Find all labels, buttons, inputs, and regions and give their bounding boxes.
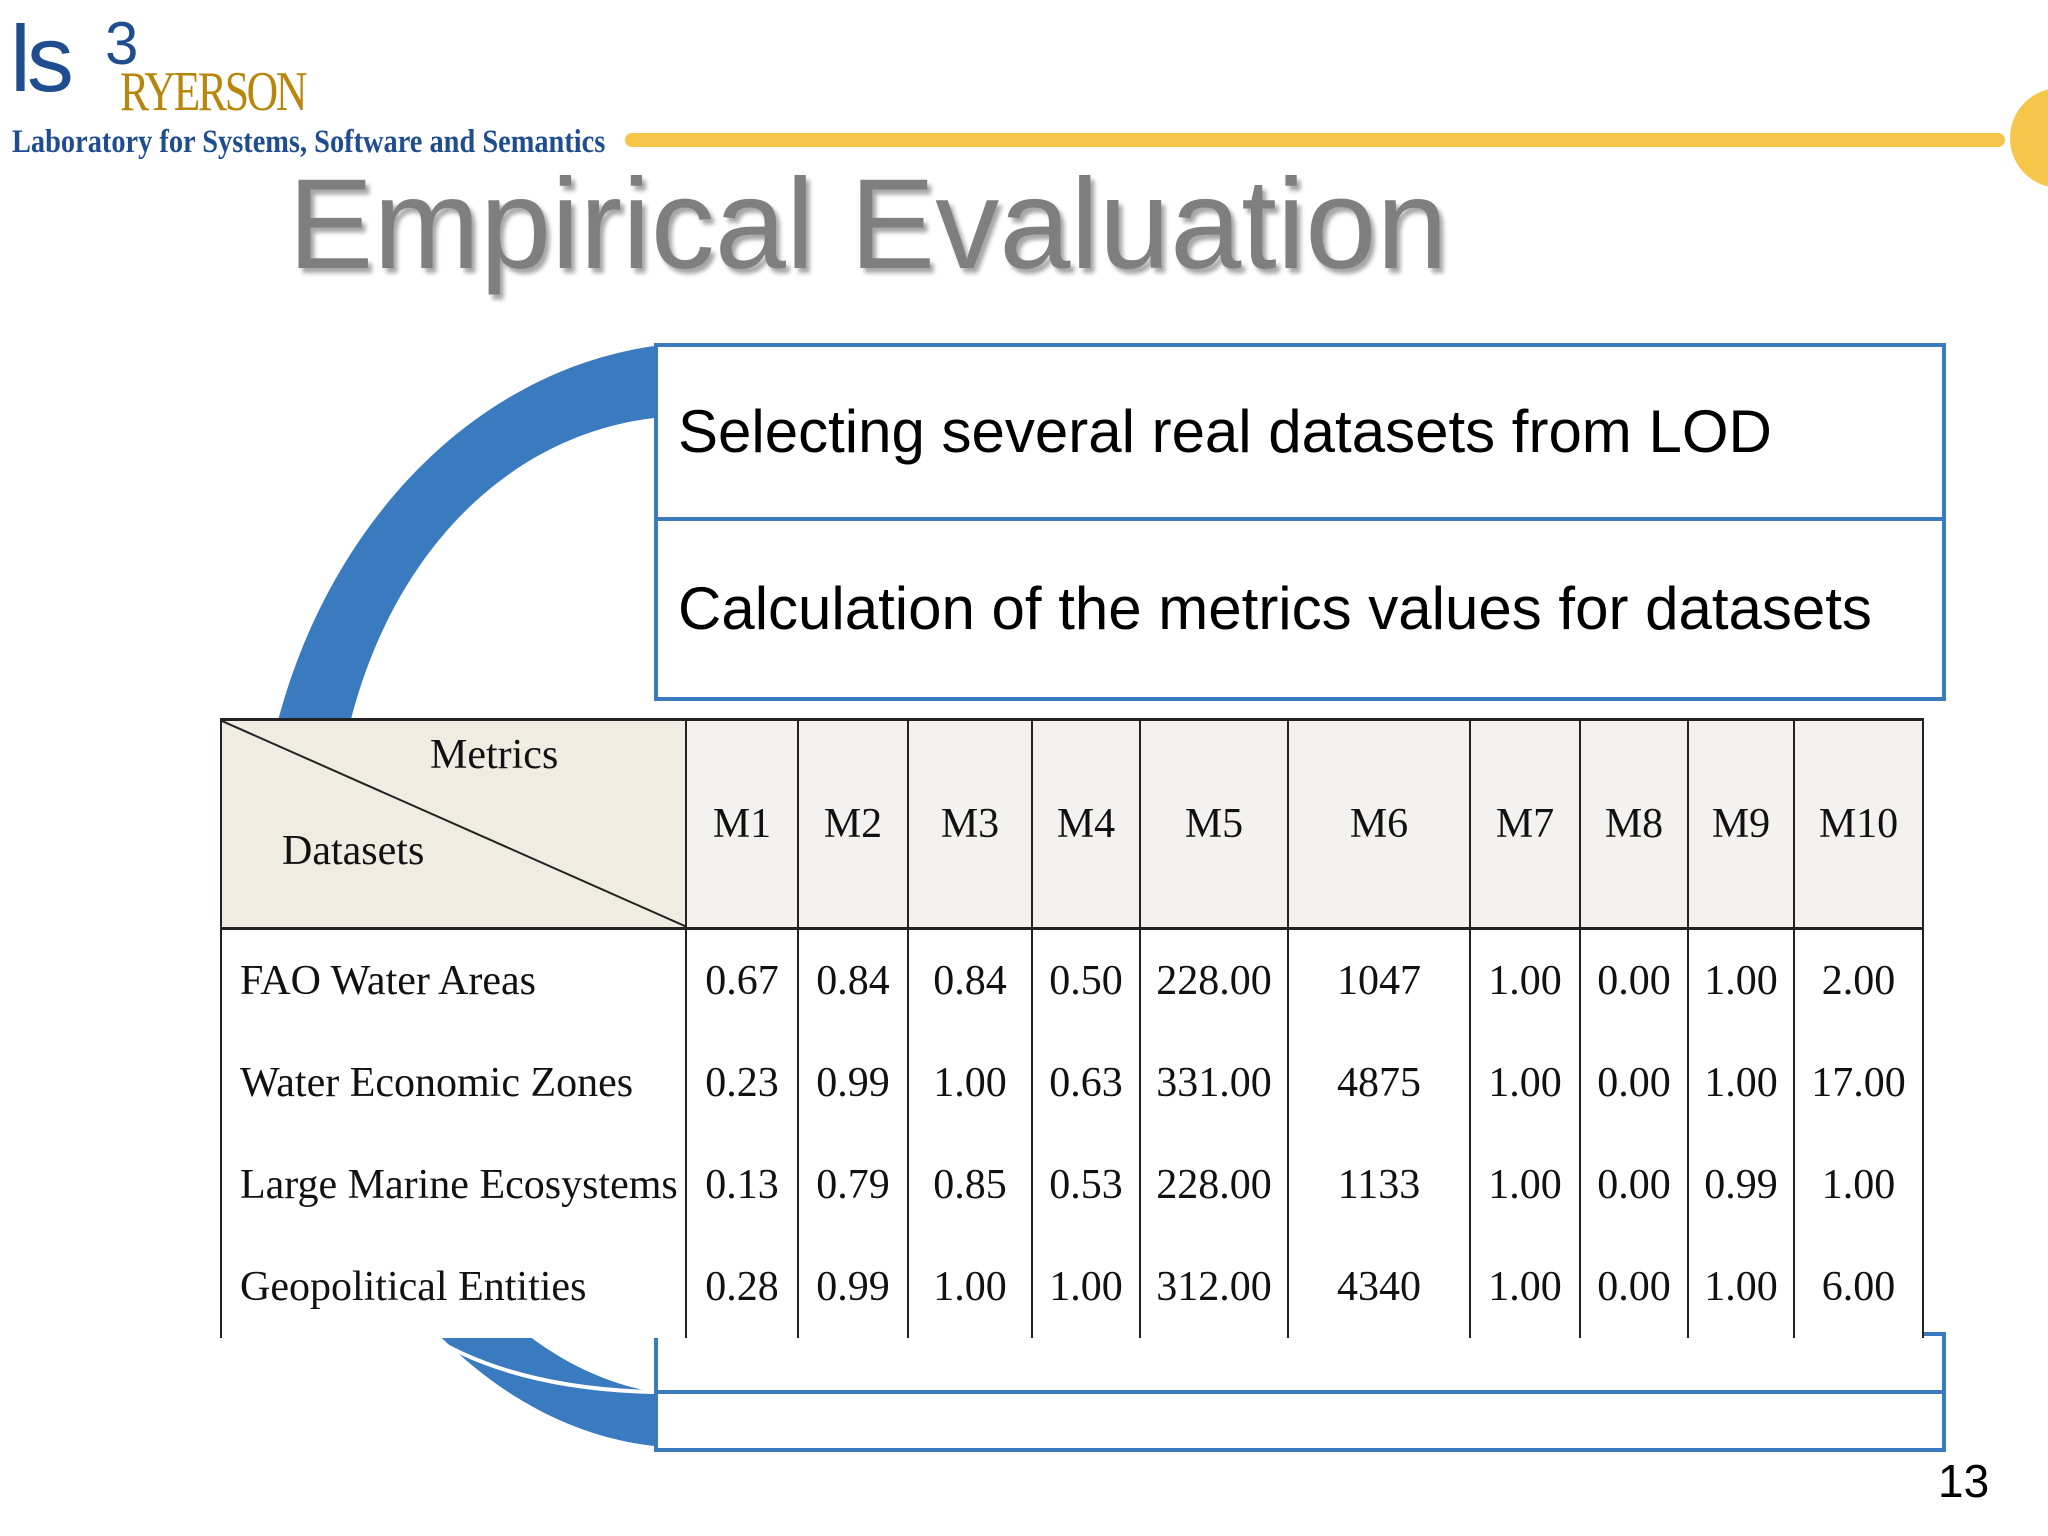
metric-value: 0.84 bbox=[908, 928, 1033, 1032]
process-arc-inner-line bbox=[400, 518, 655, 707]
step-box-empty-1 bbox=[654, 1332, 1946, 1394]
column-header: M10 bbox=[1794, 718, 1924, 930]
metric-value: 0.53 bbox=[1032, 1134, 1141, 1236]
column-header: M6 bbox=[1288, 718, 1471, 930]
metric-value: 17.00 bbox=[1794, 1032, 1924, 1134]
metric-value: 0.00 bbox=[1580, 928, 1689, 1032]
logo-mark: ls bbox=[10, 6, 74, 111]
metric-value: 0.99 bbox=[1688, 1134, 1795, 1236]
column-header: M3 bbox=[908, 718, 1033, 930]
metric-value: 6.00 bbox=[1794, 1236, 1924, 1338]
corner-diagonal-line bbox=[222, 721, 687, 927]
column-header: M4 bbox=[1032, 718, 1141, 930]
process-arc-inner-line-lower bbox=[418, 1328, 655, 1394]
metric-value: 0.23 bbox=[686, 1032, 799, 1134]
metric-value: 0.84 bbox=[798, 928, 909, 1032]
metric-value: 1.00 bbox=[1688, 1236, 1795, 1338]
metric-value: 1047 bbox=[1288, 928, 1471, 1032]
metric-value: 1.00 bbox=[1470, 1032, 1581, 1134]
metric-value: 312.00 bbox=[1140, 1236, 1289, 1338]
column-header: M5 bbox=[1140, 718, 1289, 930]
metric-value: 1.00 bbox=[1688, 928, 1795, 1032]
metric-value: 0.13 bbox=[686, 1134, 799, 1236]
metric-value: 0.99 bbox=[798, 1032, 909, 1134]
table-row: Water Economic Zones 0.23 0.99 1.00 0.63… bbox=[220, 1032, 1924, 1134]
metric-value: 1.00 bbox=[1032, 1236, 1141, 1338]
column-header: M1 bbox=[686, 718, 799, 930]
table-header-row: Metrics Datasets M1 M2 M3 M4 M5 M6 M7 M8… bbox=[220, 718, 1924, 930]
metric-value: 1.00 bbox=[1470, 1134, 1581, 1236]
metric-value: 1.00 bbox=[908, 1032, 1033, 1134]
metric-value: 0.85 bbox=[908, 1134, 1033, 1236]
logo-superscript: 3 bbox=[105, 10, 139, 77]
slide-title: Empirical Evaluation bbox=[288, 153, 1448, 296]
metric-value: 1.00 bbox=[1470, 928, 1581, 1032]
metric-value: 0.67 bbox=[686, 928, 799, 1032]
corner-metrics-label: Metrics bbox=[430, 732, 559, 778]
metric-value: 0.79 bbox=[798, 1134, 909, 1236]
metric-value: 0.63 bbox=[1032, 1032, 1141, 1134]
dataset-name: Geopolitical Entities bbox=[220, 1236, 687, 1338]
step-box-empty-2 bbox=[654, 1390, 1946, 1452]
metric-value: 1.00 bbox=[1470, 1236, 1581, 1338]
step-box-calculate-metrics: Calculation of the metrics values for da… bbox=[654, 517, 1946, 701]
metrics-table: Metrics Datasets M1 M2 M3 M4 M5 M6 M7 M8… bbox=[220, 718, 1924, 1338]
table-row: FAO Water Areas 0.67 0.84 0.84 0.50 228.… bbox=[220, 928, 1924, 1032]
column-header: M9 bbox=[1688, 718, 1795, 930]
metric-value: 1133 bbox=[1288, 1134, 1471, 1236]
logo-tagline: Laboratory for Systems, Software and Sem… bbox=[12, 124, 606, 160]
metric-value: 1.00 bbox=[1794, 1134, 1924, 1236]
column-header: M7 bbox=[1470, 718, 1581, 930]
step-text: Calculation of the metrics values for da… bbox=[678, 574, 1872, 642]
corner-datasets-label: Datasets bbox=[282, 828, 425, 874]
column-header: M8 bbox=[1580, 718, 1689, 930]
metric-value: 0.00 bbox=[1580, 1236, 1689, 1338]
metric-value: 1.00 bbox=[1688, 1032, 1795, 1134]
metric-value: 331.00 bbox=[1140, 1032, 1289, 1134]
step-text: Selecting several real datasets from LOD bbox=[678, 397, 1772, 465]
metric-value: 0.28 bbox=[686, 1236, 799, 1338]
dataset-name: FAO Water Areas bbox=[220, 928, 687, 1032]
metric-value: 228.00 bbox=[1140, 1134, 1289, 1236]
table-row: Large Marine Ecosystems 0.13 0.79 0.85 0… bbox=[220, 1134, 1924, 1236]
table-row: Geopolitical Entities 0.28 0.99 1.00 1.0… bbox=[220, 1236, 1924, 1338]
page-number: 13 bbox=[1938, 1455, 1990, 1507]
logo-name: RYERSON bbox=[120, 61, 307, 123]
metric-value: 0.00 bbox=[1580, 1134, 1689, 1236]
metric-value: 0.50 bbox=[1032, 928, 1141, 1032]
dataset-name: Water Economic Zones bbox=[220, 1032, 687, 1134]
metric-value: 0.00 bbox=[1580, 1032, 1689, 1134]
metric-value: 4340 bbox=[1288, 1236, 1471, 1338]
dataset-name: Large Marine Ecosystems bbox=[220, 1134, 687, 1236]
column-header: M2 bbox=[798, 718, 909, 930]
metric-value: 0.99 bbox=[798, 1236, 909, 1338]
step-box-select-datasets: Selecting several real datasets from LOD bbox=[654, 343, 1946, 521]
title-divider-bar bbox=[625, 133, 2005, 147]
metric-value: 1.00 bbox=[908, 1236, 1033, 1338]
table-corner-header: Metrics Datasets bbox=[220, 718, 687, 930]
metric-value: 4875 bbox=[1288, 1032, 1471, 1134]
metric-value: 2.00 bbox=[1794, 928, 1924, 1032]
metric-value: 228.00 bbox=[1140, 928, 1289, 1032]
